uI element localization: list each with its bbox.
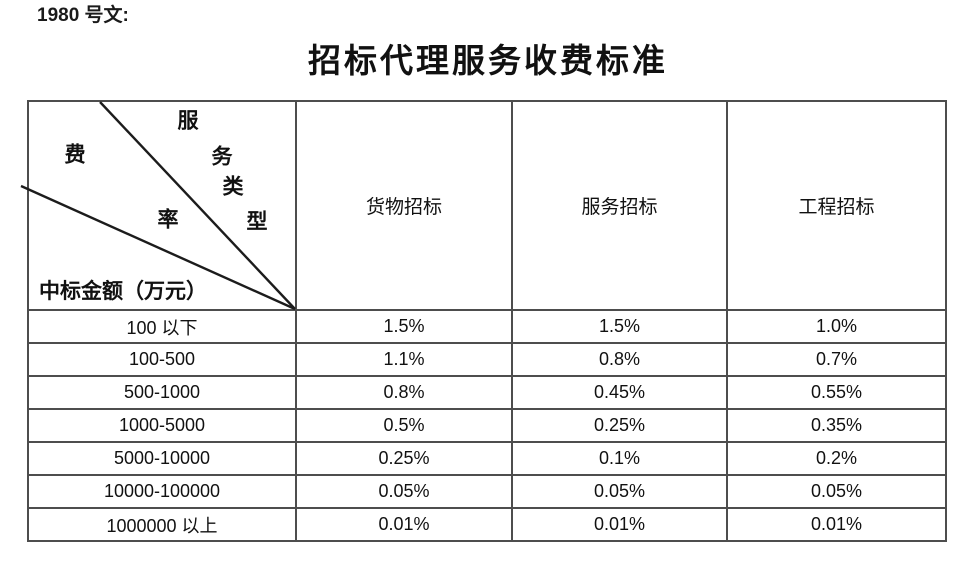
fee-cell-works: 0.7% [726, 342, 947, 377]
fee-cell-goods: 0.01% [295, 507, 513, 542]
row-amount-range: 10000-100000 [27, 474, 297, 509]
diagonal-divider-lines [20, 101, 296, 311]
fee-cell-goods: 0.5% [295, 408, 513, 443]
fee-cell-goods: 1.1% [295, 342, 513, 377]
row-amount-range: 1000-5000 [27, 408, 297, 443]
fee-cell-service: 0.45% [511, 375, 728, 410]
row-amount-range: 5000-10000 [27, 441, 297, 476]
row-amount-range: 100 以下 [27, 309, 297, 344]
fee-cell-goods: 1.5% [295, 309, 513, 344]
fee-cell-goods: 0.05% [295, 474, 513, 509]
table-row: 100 以下 1.5% 1.5% 1.0% [27, 309, 947, 344]
corner-header-cell: 费 率 服 务 类 型 中标金额（万元） [20, 100, 297, 311]
fee-cell-service: 0.1% [511, 441, 728, 476]
column-header-works-bidding: 工程招标 [726, 100, 947, 311]
fee-cell-service: 0.01% [511, 507, 728, 542]
corner-label-service-char3: 类 [222, 174, 244, 199]
table-row: 5000-10000 0.25% 0.1% 0.2% [27, 441, 947, 476]
corner-label-rate-char: 率 [157, 207, 179, 232]
table-row: 100-500 1.1% 0.8% 0.7% [27, 342, 947, 377]
fee-cell-service: 0.25% [511, 408, 728, 443]
doc-number-label: 1980 号文: [37, 5, 129, 26]
fee-table: 费 率 服 务 类 型 中标金额（万元） 货物招标 服务招标 工程招标 100 … [20, 100, 947, 542]
row-amount-range: 1000000 以上 [27, 507, 297, 542]
fee-cell-works: 0.35% [726, 408, 947, 443]
table-row: 500-1000 0.8% 0.45% 0.55% [27, 375, 947, 410]
page-title: 招标代理服务收费标准 [308, 44, 668, 80]
fee-cell-service: 0.8% [511, 342, 728, 377]
column-header-goods-bidding: 货物招标 [295, 100, 513, 311]
fee-cell-service: 1.5% [511, 309, 728, 344]
corner-label-fee-char: 费 [64, 142, 86, 167]
fee-cell-works: 0.2% [726, 441, 947, 476]
fee-cell-works: 1.0% [726, 309, 947, 344]
fee-cell-works: 0.05% [726, 474, 947, 509]
corner-label-service-char2: 务 [211, 144, 233, 169]
table-header-row: 费 率 服 务 类 型 中标金额（万元） 货物招标 服务招标 工程招标 [20, 100, 947, 311]
row-amount-range: 100-500 [27, 342, 297, 377]
corner-label-service-char4: 型 [246, 209, 268, 234]
fee-cell-works: 0.01% [726, 507, 947, 542]
row-amount-range: 500-1000 [27, 375, 297, 410]
column-header-service-bidding: 服务招标 [511, 100, 728, 311]
table-row: 10000-100000 0.05% 0.05% 0.05% [27, 474, 947, 509]
fee-cell-works: 0.55% [726, 375, 947, 410]
corner-label-amount: 中标金额（万元） [39, 278, 207, 303]
fee-cell-goods: 0.8% [295, 375, 513, 410]
table-row: 1000-5000 0.5% 0.25% 0.35% [27, 408, 947, 443]
fee-cell-service: 0.05% [511, 474, 728, 509]
table-row: 1000000 以上 0.01% 0.01% 0.01% [27, 507, 947, 542]
fee-cell-goods: 0.25% [295, 441, 513, 476]
corner-label-service-char1: 服 [177, 108, 199, 133]
